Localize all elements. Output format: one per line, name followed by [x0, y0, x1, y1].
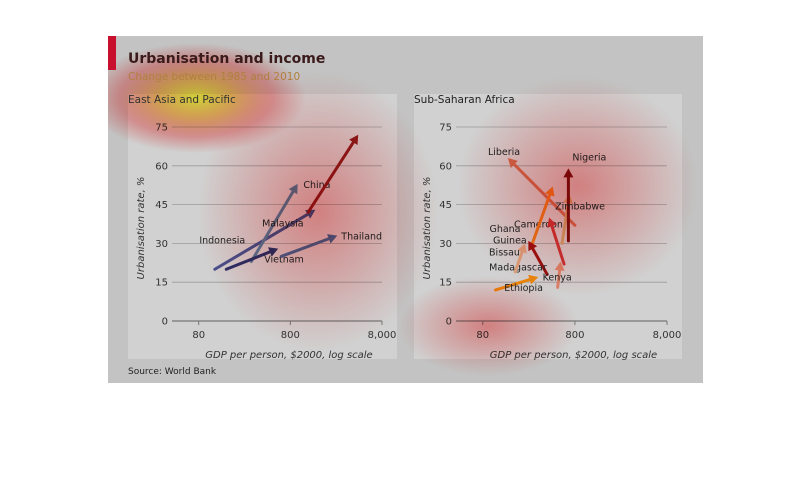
x-tick-label: 8,000	[368, 330, 397, 341]
y-tick-label: 60	[439, 161, 452, 172]
east-asia-title: East Asia and Pacific	[128, 94, 236, 106]
figure-title: Urbanisation and income	[128, 51, 325, 67]
x-tick-label: 80	[192, 330, 205, 341]
figure-subtitle: Change between 1985 and 2010	[128, 71, 300, 83]
source-note: Source: World Bank	[128, 367, 217, 377]
x-axis-label: GDP per person, $2000, log scale	[205, 350, 372, 361]
y-tick-label: 15	[155, 278, 168, 289]
y-tick-label: 30	[155, 239, 168, 250]
x-axis-label: GDP per person, $2000, log scale	[490, 350, 657, 361]
y-tick-label: 30	[439, 239, 452, 250]
x-tick-label: 8,000	[653, 330, 682, 341]
accent-bar	[108, 36, 116, 70]
y-tick-label: 45	[439, 200, 452, 211]
y-axis-label: Urbanisation rate, %	[136, 177, 147, 280]
sub-saharan-title: Sub-Saharan Africa	[414, 94, 515, 106]
y-tick-label: 60	[155, 161, 168, 172]
y-tick-label: 75	[439, 123, 452, 134]
heatmap-overlay	[108, 43, 698, 376]
y-tick-label: 0	[162, 317, 168, 328]
y-tick-label: 45	[155, 200, 168, 211]
